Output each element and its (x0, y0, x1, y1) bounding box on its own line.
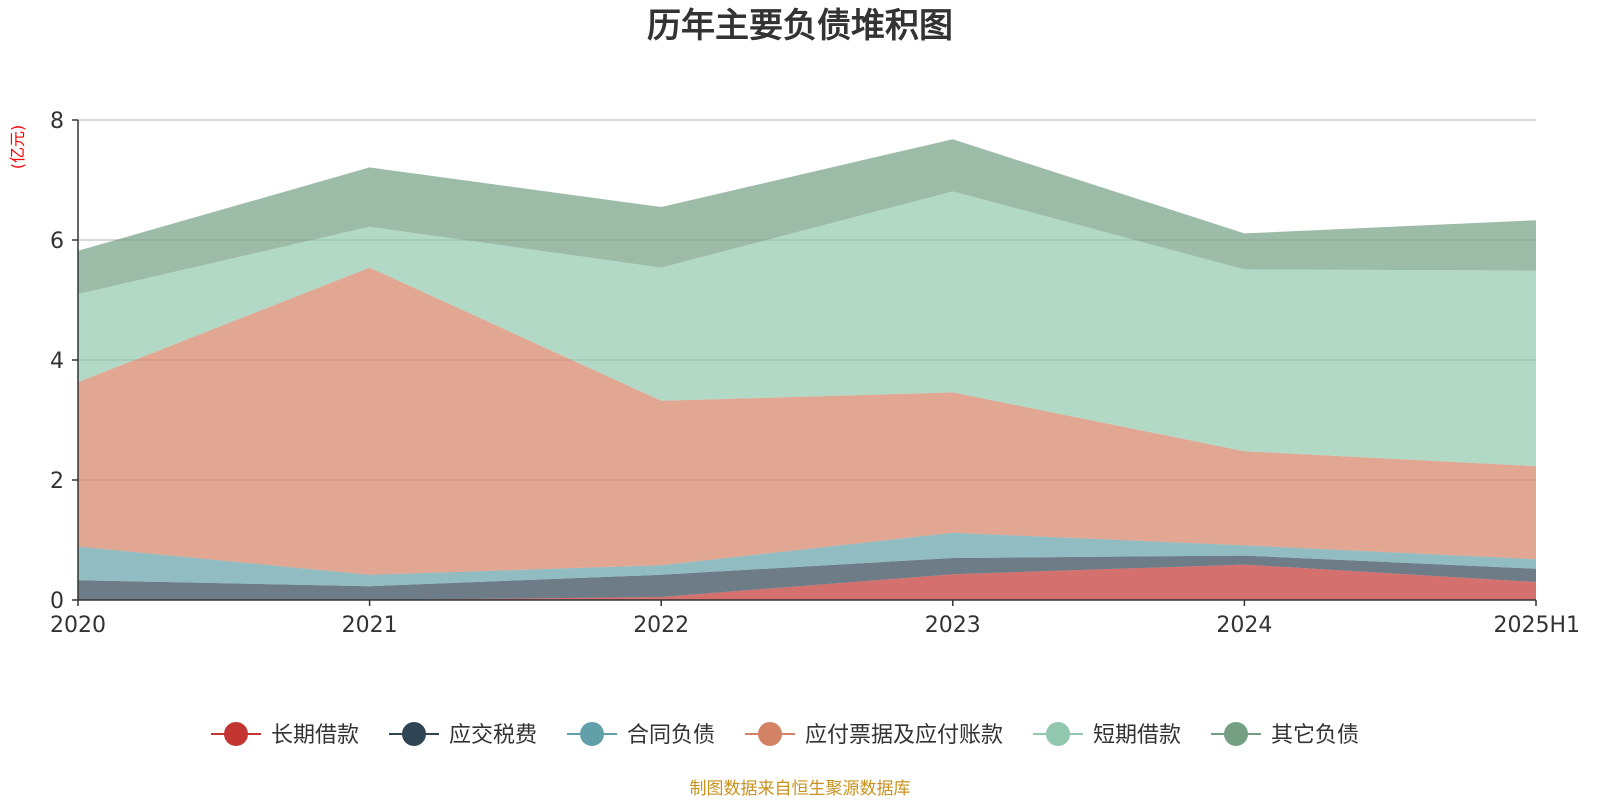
legend-item-2[interactable]: 应交税费 (389, 722, 537, 748)
axes: 0 2 4 6 8 2020 2021 2022 2023 2024 2025H1 (50, 109, 1580, 638)
legend-label: 其它负债 (1271, 723, 1359, 748)
legend-marker (402, 722, 426, 746)
y-axis-unit-label: (亿元) (8, 125, 27, 170)
legend-marker (1046, 722, 1070, 746)
area-2 (78, 555, 1536, 600)
legend-label: 合同负债 (627, 723, 715, 748)
area-1 (78, 564, 1536, 600)
area-6 (78, 139, 1536, 294)
legend-marker (224, 722, 248, 746)
source-note: 制图数据来自恒生聚源数据库 (690, 779, 911, 799)
area-5 (78, 191, 1536, 467)
x-tick-label: 2023 (925, 613, 981, 638)
legend-item-3[interactable]: 合同负债 (567, 722, 715, 748)
legend-marker (1224, 722, 1248, 746)
x-tick-label: 2021 (342, 613, 398, 638)
area-series (78, 139, 1536, 600)
legend[interactable]: 长期借款 应交税费 合同负债 应付票据及应付账款 短期借款 其它负债 (211, 722, 1359, 748)
legend-label: 短期借款 (1093, 723, 1181, 748)
legend-label: 长期借款 (271, 723, 359, 748)
legend-label: 应交税费 (449, 723, 537, 748)
area-3 (78, 532, 1536, 587)
legend-label: 应付票据及应付账款 (805, 723, 1003, 748)
legend-marker (758, 722, 782, 746)
area-4 (78, 267, 1536, 575)
x-tick-label: 2025H1 (1493, 613, 1580, 638)
legend-item-1[interactable]: 长期借款 (211, 722, 359, 748)
x-tick-label: 2020 (50, 613, 106, 638)
legend-marker (580, 722, 604, 746)
chart-title: 历年主要负债堆积图 (647, 6, 953, 46)
legend-item-4[interactable]: 应付票据及应付账款 (745, 722, 1003, 748)
y-tick-label: 6 (50, 229, 64, 254)
x-tick-label: 2024 (1216, 613, 1272, 638)
y-tick-label: 4 (50, 349, 64, 374)
y-tick-label: 0 (50, 589, 64, 614)
x-tick-label: 2022 (633, 613, 689, 638)
y-tick-label: 8 (50, 109, 64, 134)
legend-item-6[interactable]: 其它负债 (1211, 722, 1359, 748)
legend-item-5[interactable]: 短期借款 (1033, 722, 1181, 748)
y-tick-label: 2 (50, 469, 64, 494)
